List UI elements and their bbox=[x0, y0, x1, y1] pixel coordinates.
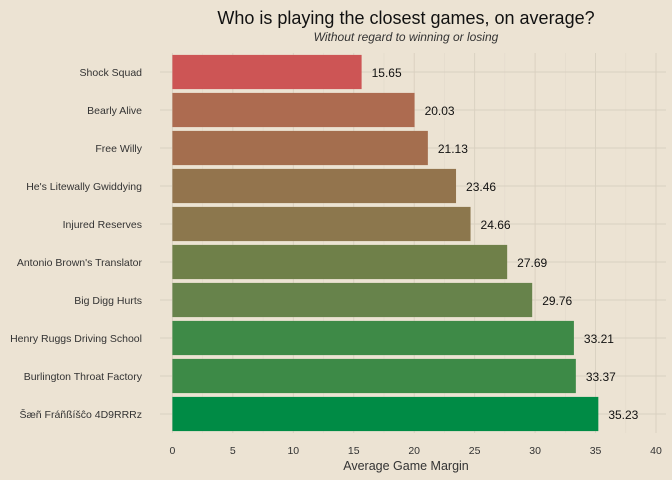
bars bbox=[172, 54, 599, 432]
bar bbox=[172, 320, 574, 356]
bar bbox=[172, 396, 599, 432]
data-label: 35.23 bbox=[608, 408, 638, 422]
data-label: 15.65 bbox=[372, 66, 402, 80]
data-label: 29.76 bbox=[542, 294, 572, 308]
category-label: Injured Reserves bbox=[63, 219, 142, 231]
category-label: Antonio Brown's Translator bbox=[17, 257, 143, 269]
data-label: 24.66 bbox=[481, 218, 511, 232]
data-label: 21.13 bbox=[438, 142, 468, 156]
chart-title: Who is playing the closest games, on ave… bbox=[217, 8, 594, 28]
x-tick-label: 20 bbox=[408, 445, 420, 457]
x-tick-label: 30 bbox=[529, 445, 541, 457]
bar bbox=[172, 206, 471, 242]
bar bbox=[172, 358, 576, 394]
category-label: Bearly Alive bbox=[87, 105, 142, 117]
bar bbox=[172, 92, 415, 128]
bar bbox=[172, 244, 508, 280]
category-label: Henry Ruggs Driving School bbox=[10, 333, 142, 345]
x-tick-label: 25 bbox=[469, 445, 481, 457]
data-label: 33.37 bbox=[586, 370, 616, 384]
data-label: 33.21 bbox=[584, 332, 614, 346]
data-label: 20.03 bbox=[425, 104, 455, 118]
bar bbox=[172, 130, 428, 166]
category-label: Big Digg Hurts bbox=[74, 295, 142, 307]
x-tick-label: 35 bbox=[590, 445, 602, 457]
data-label: 27.69 bbox=[517, 256, 547, 270]
data-label: 23.46 bbox=[466, 180, 496, 194]
category-label: Shock Squad bbox=[80, 67, 143, 79]
x-axis-title: Average Game Margin bbox=[343, 459, 469, 473]
bar bbox=[172, 54, 362, 90]
category-label: He's Litewally Gwiddying bbox=[26, 181, 142, 193]
category-label: Šæñ Fráñßíšĉo 4D9RRRz bbox=[19, 408, 142, 421]
category-label: Burlington Throat Factory bbox=[24, 371, 143, 383]
x-tick-label: 10 bbox=[287, 445, 299, 457]
x-tick-label: 15 bbox=[348, 445, 360, 457]
bar bbox=[172, 168, 457, 204]
labels: 0 5 10 15 20 25 30 35 40 Shock Squad 15.65 Bearly A… bbox=[10, 66, 662, 457]
category-label: Free Willy bbox=[95, 143, 142, 155]
bar bbox=[172, 282, 533, 318]
x-tick-label: 0 bbox=[169, 445, 175, 457]
chart-subtitle: Without regard to winning or losing bbox=[314, 30, 499, 44]
x-tick-label: 40 bbox=[650, 445, 662, 457]
x-tick-label: 5 bbox=[230, 445, 236, 457]
